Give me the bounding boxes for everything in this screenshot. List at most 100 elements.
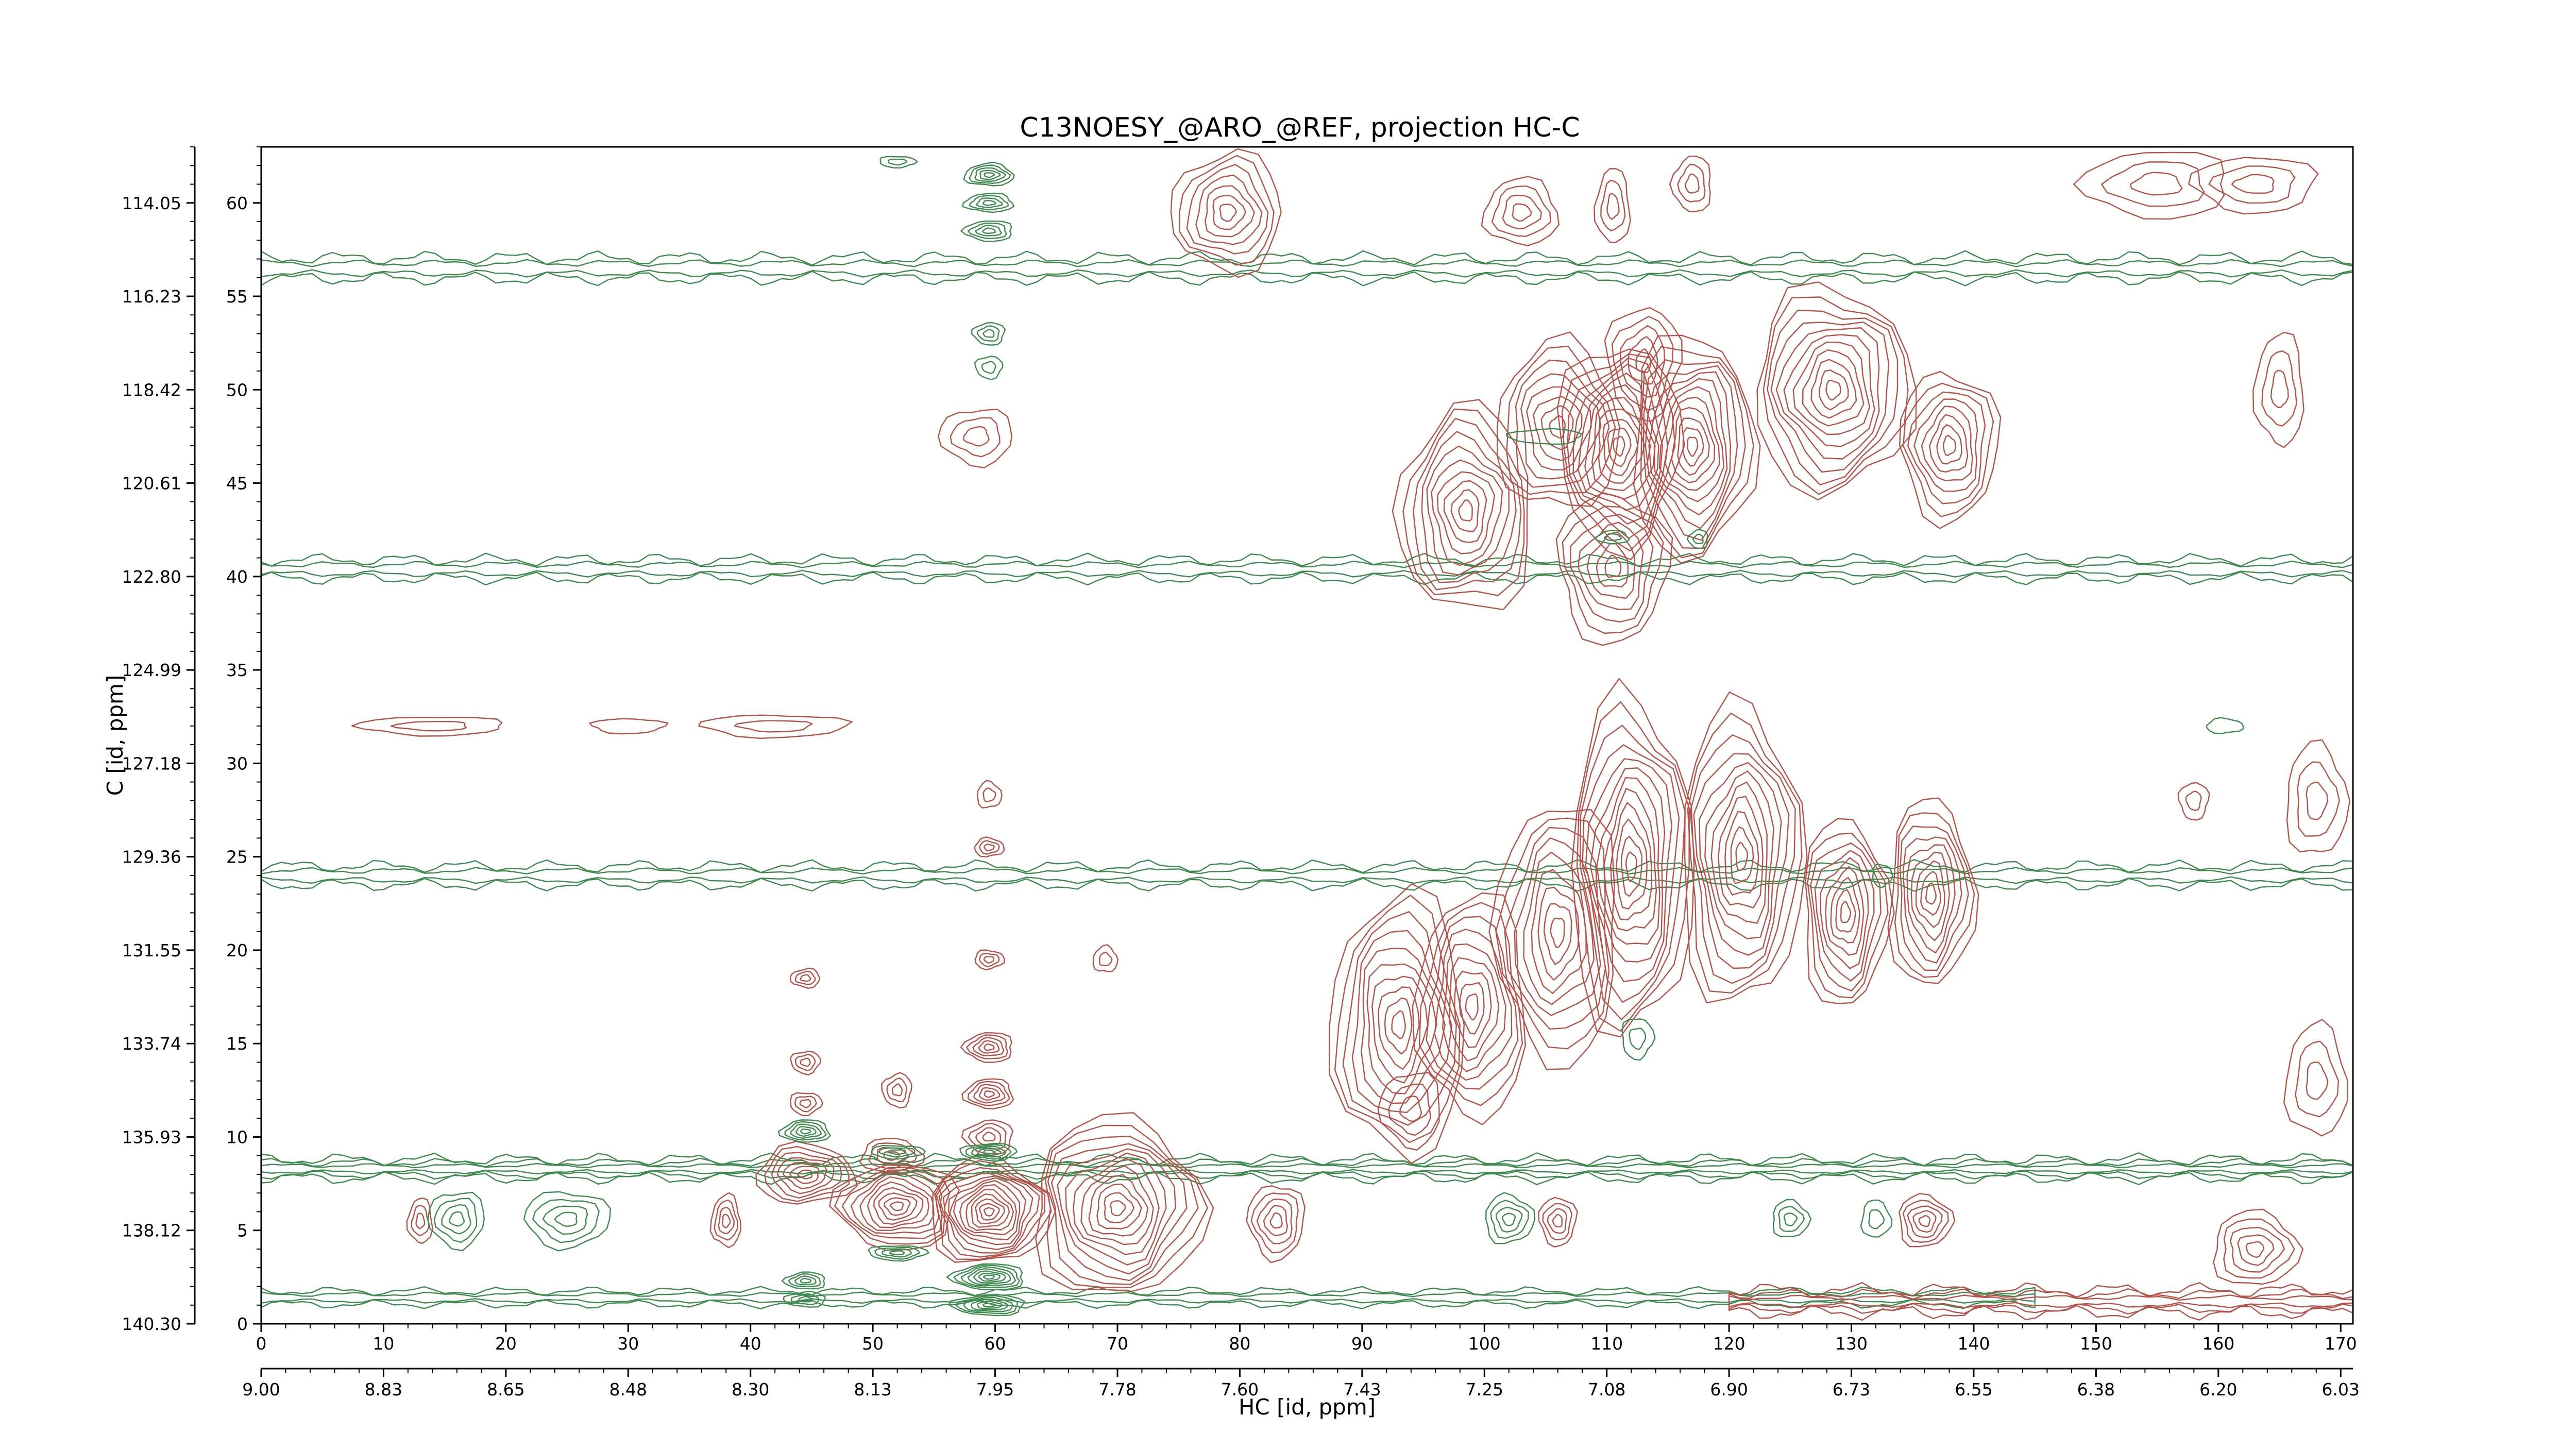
negative-peak-contour [969,195,1009,210]
negative-peak-contour [963,1296,1013,1312]
negative-peak-contour [977,1301,1003,1309]
positive-band-contour [1728,1288,2353,1315]
positive-peak-contour [1050,1143,1188,1282]
positive-peak-contour [1454,970,1492,1048]
x-ppm-tick-label: 7.25 [1466,1379,1503,1400]
x-index-tick-label: 150 [2080,1334,2112,1354]
negative-peak-contour [983,1274,995,1280]
positive-peak-contour [1495,817,1610,1050]
positive-peak-contour [953,1180,1021,1240]
positive-peak-contour [2270,369,2289,409]
positive-peak-contour [1334,895,1461,1143]
positive-peak-contour [984,1090,995,1098]
y-ppm-tick-label: 114.05 [122,193,181,213]
negative-peak-contour [953,1265,1020,1288]
positive-peak-contour [974,836,1005,858]
positive-peak-contour [789,967,821,989]
positive-peak-contour [1555,492,1673,646]
positive-peak-contour [984,844,995,852]
positive-peak-contour [1329,883,1465,1164]
chart-title: C13NOESY_@ARO_@REF, projection HC-C [1020,112,1580,143]
positive-peak-contour [2306,1062,2329,1100]
positive-peak-contour [1576,701,1690,1032]
negative-peak-contour [448,1211,465,1227]
positive-peak-contour [983,956,995,964]
positive-peak-contour [1604,307,1683,423]
positive-peak-contour [1814,850,1875,982]
x-index-tick-label: 20 [495,1334,517,1354]
positive-peak-contour [1693,753,1790,969]
x-index-tick-label: 30 [617,1334,639,1354]
positive-peak-contour [867,1181,929,1228]
positive-peak-contour [1104,1192,1134,1223]
x-index-tick-label: 70 [1107,1334,1128,1354]
positive-peak-contour [1677,163,1706,203]
y-index-tick-label: 0 [237,1314,248,1334]
negative-peak-contour [1604,533,1622,542]
y-index-tick-label: 25 [226,847,248,867]
negative-peak-contour [982,1303,996,1308]
positive-peak-contour [1047,1135,1199,1285]
positive-peak-contour [1449,957,1500,1062]
positive-peak-contour [890,1201,904,1211]
x-ppm-tick-label: 7.60 [1221,1379,1259,1400]
positive-peak-contour [1830,877,1860,943]
positive-peak-contour [2230,1227,2285,1273]
y-index-tick-label: 20 [226,940,248,961]
positive-peak-contour [979,840,1000,855]
positive-peak-contour [1902,836,1962,964]
positive-peak-contour [942,1175,1033,1250]
negative-peak-contour [542,1205,588,1235]
positive-peak-contour [1540,405,1574,450]
positive-peak-contour [800,974,811,982]
positive-peak-contour [2073,151,2225,220]
positive-peak-contour [959,1184,1017,1236]
y-ppm-tick-label: 133.74 [122,1034,181,1054]
positive-peak-contour [1887,797,1979,984]
y-ppm-tick-label: 120.61 [122,474,181,494]
positive-peak-contour [709,1192,741,1249]
positive-peak-contour [1902,1200,1949,1243]
positive-peak-contour [968,1081,1010,1106]
positive-peak-contour [1775,327,1880,460]
positive-peak-contour [1579,724,1686,1020]
negative-peak-contour [1783,1212,1798,1226]
x-ppm-tick-label: 8.48 [609,1379,647,1400]
positive-peak-contour [1921,406,1973,481]
positive-peak-contour [1645,365,1738,541]
positive-peak-contour [1604,554,1622,578]
positive-peak-contour [1596,777,1660,945]
negative-peak-contour [984,172,995,178]
negative-peak-contour [982,227,996,234]
y-ppm-tick-label: 131.55 [122,940,181,961]
y-ppm-tick-label: 122.80 [122,567,181,587]
positive-peak-contour [2208,165,2296,204]
positive-peak-contour [1669,156,1711,212]
positive-peak-contour [1710,781,1768,924]
positive-peak-contour [1607,427,1632,467]
positive-peak-contour [1035,1112,1214,1292]
positive-peak-contour [1570,514,1654,622]
positive-peak-contour [1391,1010,1406,1039]
positive-peak-contour [1361,948,1446,1104]
x-index-tick-label: 60 [985,1334,1006,1354]
positive-peak-contour [1246,1185,1306,1263]
positive-peak-contour [1520,373,1602,480]
positive-peak-contour [2185,790,2202,811]
negative-peak-contour [2206,717,2244,734]
positive-peak-contour [891,1083,903,1097]
positive-peak-contour [1098,952,1113,966]
positive-peak-contour [1426,916,1519,1090]
y-index-tick-label: 5 [237,1221,248,1241]
positive-peak-contour [1514,837,1601,1016]
negative-peak-contour [790,1293,820,1305]
positive-peak-contour [1080,1165,1154,1245]
positive-peak-contour [1910,851,1950,941]
positive-peak-contour [975,1198,1005,1224]
positive-peak-contour [983,1207,995,1217]
negative-band-contour [261,552,2353,586]
negative-peak-contour [982,200,996,206]
positive-peak-contour [1096,1183,1142,1229]
positive-peak-contour [1533,396,1583,461]
